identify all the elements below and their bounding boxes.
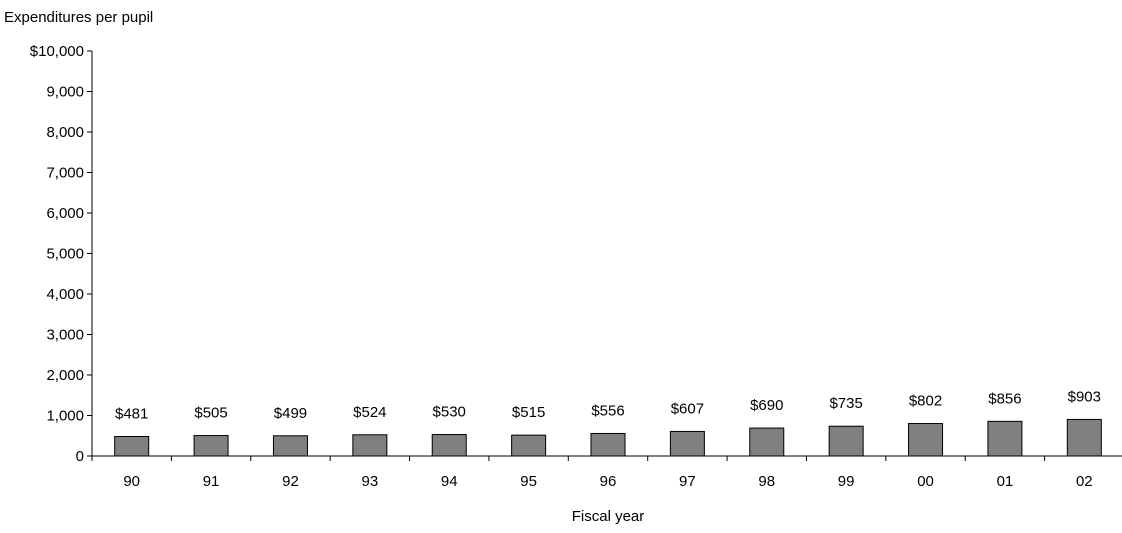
data-labels-group: $481 $505 $499 $524 $530 $515 $556 $607 $690 $735… [115,388,1101,422]
x-tick-label-02: 02 [1076,473,1093,490]
data-label-97: $607 [671,400,704,417]
x-tick-label-98: 98 [758,473,775,490]
y-tick-label: 2,000 [46,367,84,384]
y-tick-label: 6,000 [46,205,84,222]
data-label-96: $556 [591,402,624,419]
y-tick-label: 4,000 [46,286,84,303]
x-axis-title: Fiscal year [572,508,645,525]
data-label-98: $690 [750,397,783,414]
y-tick-label: 9,000 [46,84,84,101]
bar-92 [272,435,308,457]
bar-00 [908,423,944,457]
data-label-95: $515 [512,404,545,421]
y-tick-label: 7,000 [46,165,84,182]
bar-02 [1066,418,1102,457]
x-tick-label-90: 90 [123,473,140,490]
x-tick-label-91: 91 [203,473,220,490]
y-tick-label: 1,000 [46,408,84,425]
y-tick-label: 8,000 [46,124,84,141]
bars-group [114,418,1102,457]
data-label-00: $802 [909,393,942,410]
y-tick-label: $10,000 [30,43,84,60]
data-label-92: $499 [274,405,307,422]
bar-90 [114,436,150,457]
x-tick-label-94: 94 [441,473,458,490]
bar-93 [352,434,388,457]
bar-91 [193,435,229,457]
data-label-01: $856 [988,390,1021,407]
bar-94 [431,434,467,457]
x-tick-label-93: 93 [362,473,379,490]
bar-98 [749,427,785,457]
x-tick-label-00: 00 [917,473,934,490]
bar-97 [669,430,705,457]
y-axis: 0 1,000 2,000 3,000 4,000 5,000 6,000 7,000 8,00… [30,43,92,465]
bar-01 [987,420,1023,457]
x-tick-label-99: 99 [838,473,855,490]
x-tick-label-95: 95 [520,473,537,490]
data-label-02: $903 [1068,388,1101,405]
data-label-94: $530 [433,404,466,421]
data-label-91: $505 [194,405,227,422]
bar-96 [590,432,626,457]
data-label-99: $735 [829,395,862,412]
y-tick-label: 5,000 [46,246,84,263]
x-tick-label-92: 92 [282,473,299,490]
data-label-90: $481 [115,406,148,423]
data-label-93: $524 [353,404,386,421]
y-tick-label: 0 [76,448,84,465]
x-axis: 90 91 92 93 94 95 96 97 98 99 00 01 02 [91,456,1093,490]
y-tick-label: 3,000 [46,327,84,344]
x-tick-label-01: 01 [997,473,1014,490]
x-tick-label-96: 96 [600,473,617,490]
y-axis-title: Expenditures per pupil [4,9,153,26]
x-tick-label-97: 97 [679,473,696,490]
bar-95 [511,434,547,457]
bar-99 [828,425,864,457]
